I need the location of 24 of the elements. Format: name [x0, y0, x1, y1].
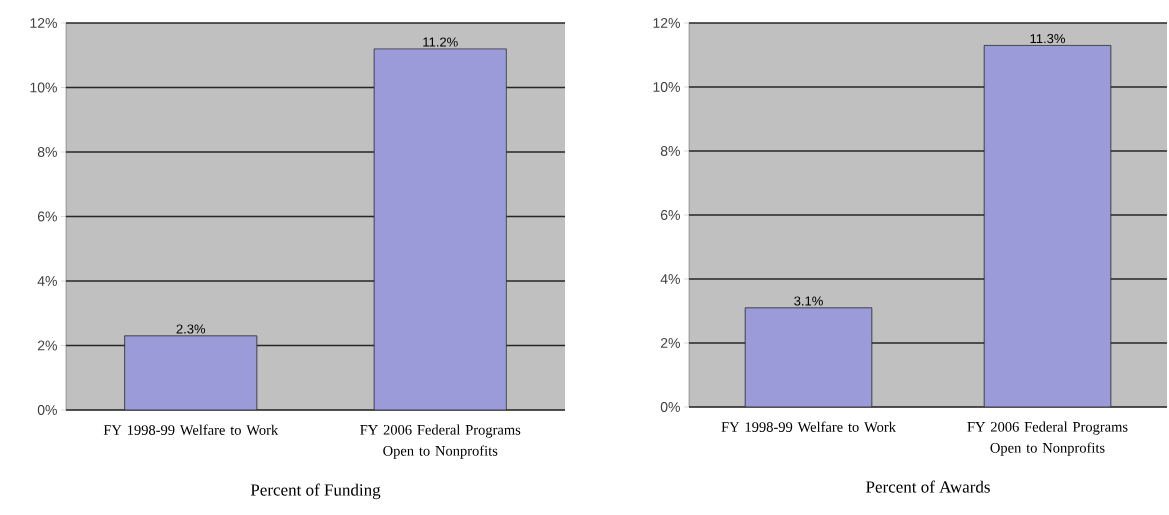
y-tick-label: 6% [37, 211, 57, 222]
y-tick-label: 10% [30, 82, 57, 93]
data-label: 11.2% [423, 37, 458, 47]
x-tick-label: FY 2006 Federal Programs Open to Nonprofits [967, 421, 1128, 456]
y-tick-label: 2% [660, 338, 680, 348]
x-axis-title: Percent of Funding [250, 483, 381, 500]
x-tick-label: FY 1998-99 Welfare to Work [103, 424, 279, 435]
data-label: 2.3% [176, 324, 206, 334]
y-tick-label: 0% [37, 405, 57, 415]
x-tick-label: FY 1998-99 Welfare to Work [721, 421, 896, 432]
y-tick-label: 10% [653, 82, 680, 92]
y-tick-label: 6% [660, 210, 680, 220]
y-tick-label: 8% [37, 147, 57, 157]
data-label: 11.3% [1030, 33, 1065, 44]
x-tick-label: FY 2006 Federal Programs Open to Nonprofits [360, 424, 521, 459]
data-label: 3.1% [794, 296, 823, 306]
y-tick-label: 0% [660, 402, 680, 412]
y-tick-label: 8% [660, 146, 680, 156]
x-axis-title: Percent of Awards [866, 480, 990, 493]
y-tick-label: 4% [37, 276, 57, 286]
y-tick-label: 4% [660, 274, 680, 284]
y-tick-label: 12% [653, 18, 680, 28]
y-tick-label: 2% [37, 340, 57, 351]
y-tick-label: 12% [30, 18, 57, 28]
